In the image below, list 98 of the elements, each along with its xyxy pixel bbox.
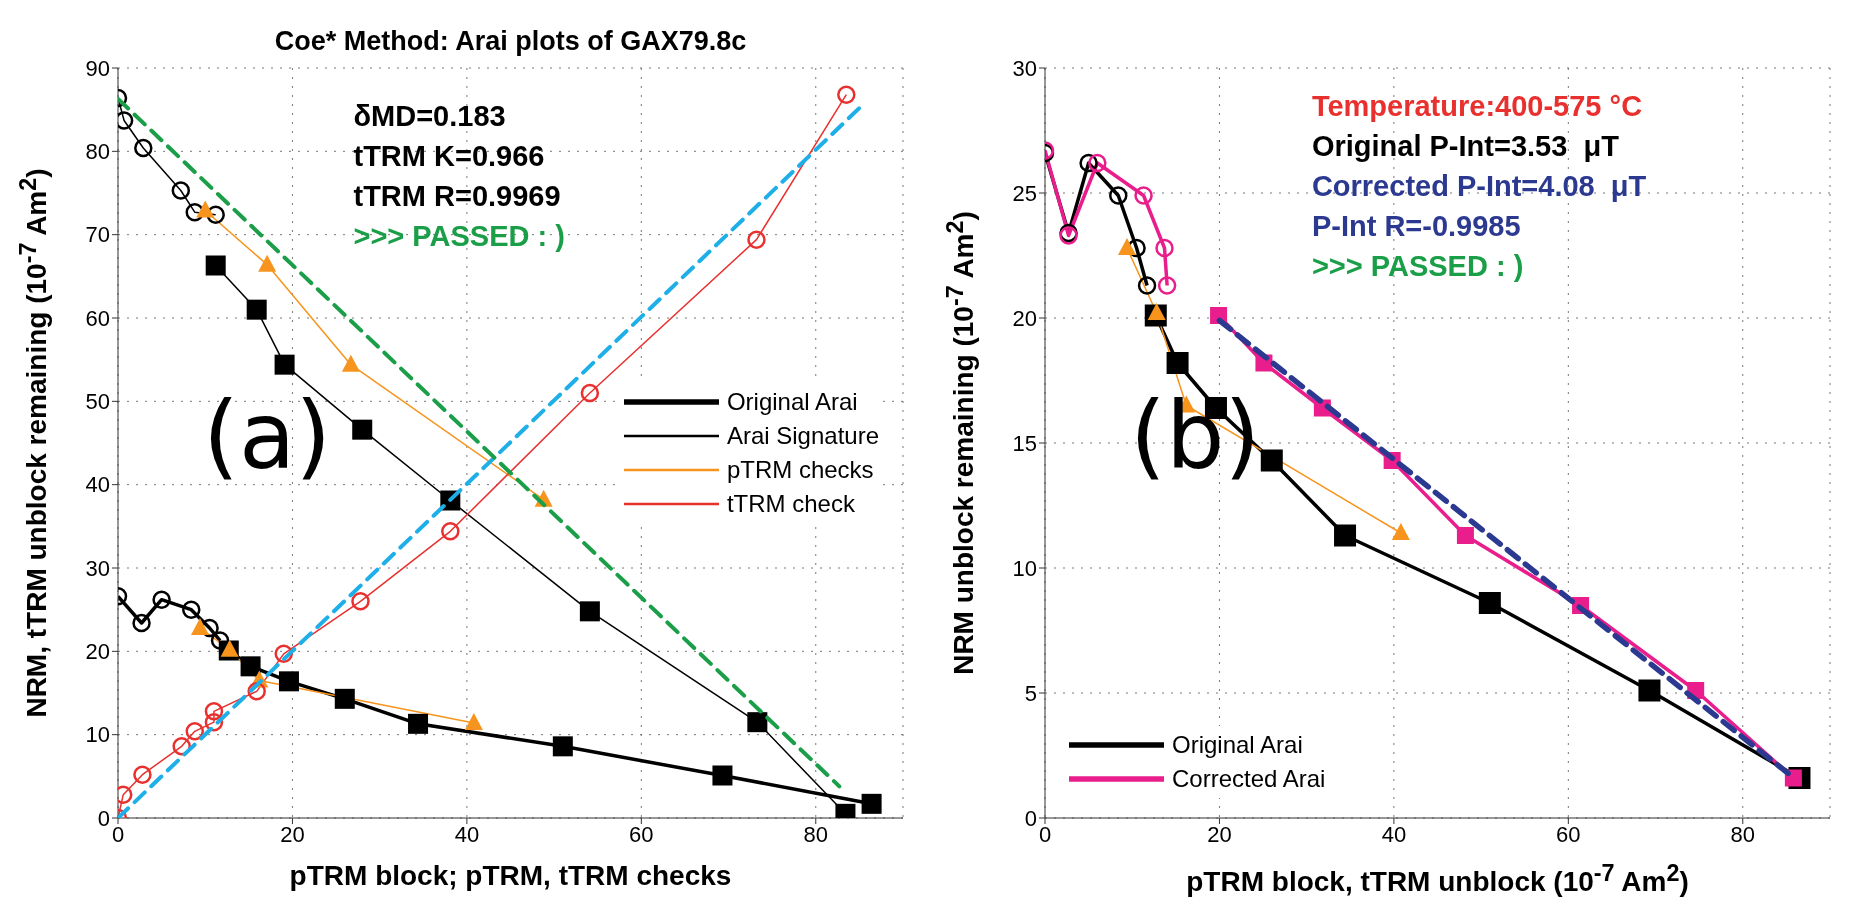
annotation: >>> PASSED : ) [1311, 249, 1525, 284]
point [352, 419, 373, 440]
y-tick-label: 90 [85, 55, 110, 81]
point [247, 682, 266, 701]
point [258, 254, 277, 272]
y-tick-label: 80 [85, 139, 110, 165]
legend-label: Arai Signature [726, 422, 879, 450]
point [204, 702, 224, 721]
point [1127, 238, 1146, 258]
point [240, 656, 261, 677]
point [552, 736, 573, 757]
annotation: P-Int R=-0.9985 [1311, 209, 1522, 244]
point [205, 255, 226, 276]
point [1391, 523, 1410, 540]
y-tick-label: 30 [1012, 55, 1037, 81]
point [246, 299, 267, 320]
point [1155, 238, 1174, 258]
x-tick-label: 80 [1730, 821, 1756, 847]
y-tick-label: 30 [85, 555, 110, 581]
point [1157, 276, 1177, 295]
point [278, 671, 299, 692]
point [171, 181, 191, 200]
y-tick-label: 0 [1024, 805, 1037, 831]
y-tick-label: 40 [85, 472, 110, 498]
annotation: (a) [203, 383, 332, 490]
point [152, 590, 171, 609]
point [1117, 238, 1136, 255]
y-tick-label: 10 [1012, 555, 1037, 581]
point [1088, 153, 1107, 173]
x-tick-label: 60 [1556, 821, 1581, 847]
x-tick-label: 20 [1207, 821, 1232, 847]
point [341, 354, 360, 372]
point [1478, 592, 1501, 614]
y-tick-label: 10 [85, 722, 110, 748]
annotation: (b) [1130, 383, 1261, 490]
point [182, 600, 201, 619]
annotation: Corrected P-Int=4.08 μT [1311, 169, 1647, 204]
y-tick-label: 50 [85, 389, 110, 415]
point [441, 522, 460, 541]
legend-label: tTRM check [726, 490, 855, 518]
y-tick-label: 20 [85, 639, 110, 665]
legend-label: Original Arai [726, 388, 858, 416]
point [1109, 186, 1128, 205]
x-tick-label: 40 [454, 821, 480, 847]
x-tick-label: 40 [1381, 821, 1407, 847]
point [1166, 352, 1189, 374]
y-tick-label: 25 [1012, 180, 1037, 206]
y-tick-label: 15 [1012, 430, 1037, 456]
point [747, 230, 766, 249]
annotation: Temperature:400-575 °C [1311, 89, 1644, 124]
x-tick-label: 80 [803, 821, 829, 847]
point [334, 688, 355, 709]
point [580, 383, 600, 403]
y-tick-label: 20 [1012, 305, 1037, 331]
point [185, 722, 205, 741]
point [464, 713, 483, 730]
legend-label: Corrected Arai [1172, 765, 1326, 793]
point [408, 713, 429, 734]
point [274, 354, 295, 375]
point [206, 205, 225, 224]
legend-label: Original Arai [1172, 731, 1303, 759]
point [133, 765, 152, 784]
x-axis-title: pTRM block, tTRM unblock (10$^{-7}$ Am$^{2}$) [1185, 860, 1690, 899]
point [200, 618, 219, 638]
annotation: tTRM K=0.966 [353, 139, 546, 174]
point [861, 793, 882, 814]
point [1134, 186, 1153, 205]
point [132, 613, 151, 633]
point [185, 202, 205, 222]
x-tick-label: 20 [280, 821, 305, 847]
point [1137, 276, 1157, 295]
point [1334, 524, 1357, 547]
point [747, 712, 768, 733]
point [1638, 679, 1661, 702]
y-tick-label: 5 [1024, 680, 1037, 706]
point [134, 138, 153, 158]
point [837, 85, 856, 104]
point [196, 200, 215, 218]
point [190, 618, 209, 635]
chart-title: Coe* Method: Arai plots of GAX79.8c [273, 26, 748, 57]
y-tick-label: 70 [85, 222, 110, 248]
x-axis-title: pTRM block; pTRM, tTRM checks [288, 860, 733, 892]
annotation: δMD=0.183 [353, 99, 507, 134]
point [1147, 303, 1166, 320]
point [1079, 153, 1098, 173]
y-tick-label: 0 [97, 805, 110, 831]
legend-label: pTRM checks [726, 456, 874, 484]
point [1260, 449, 1283, 472]
y-tick-label: 60 [85, 305, 110, 331]
point [712, 765, 733, 786]
annotation: tTRM R=0.9969 [353, 179, 562, 214]
point [1456, 527, 1474, 544]
annotation: Original P-Int=3.53 μT [1311, 129, 1620, 164]
x-tick-label: 60 [629, 821, 654, 847]
point [210, 631, 230, 650]
point [351, 592, 370, 611]
point [579, 601, 600, 622]
annotation: >>> PASSED : ) [353, 219, 565, 254]
